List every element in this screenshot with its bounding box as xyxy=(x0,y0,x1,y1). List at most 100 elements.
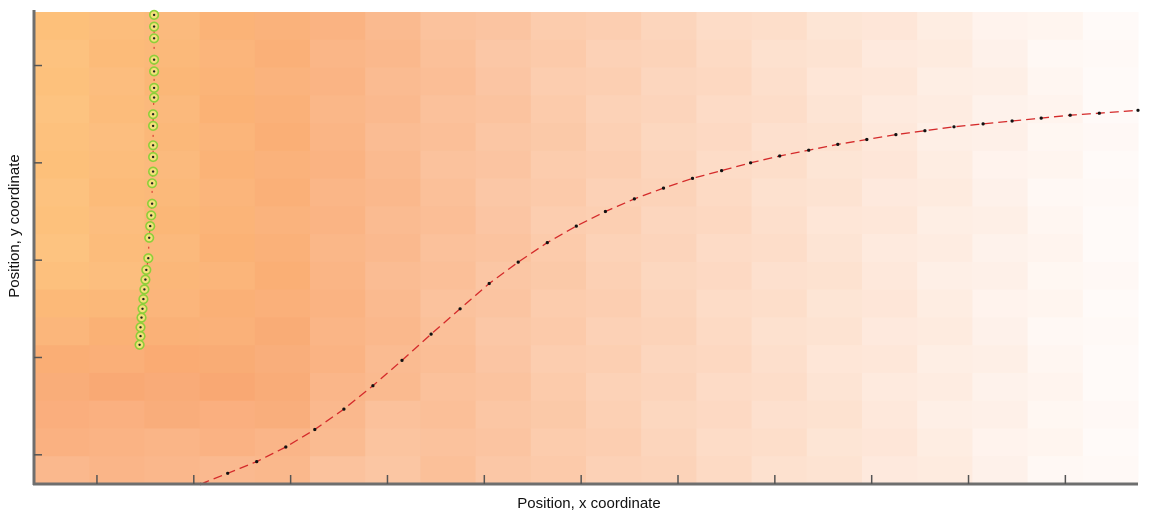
heatmap-cell xyxy=(696,67,753,96)
series-marker-center xyxy=(151,170,155,173)
heatmap-cell xyxy=(1082,123,1139,152)
heatmap-cell xyxy=(475,289,532,318)
heatmap-cell xyxy=(972,178,1029,207)
heatmap-cell xyxy=(199,150,256,180)
heatmap-cell xyxy=(1027,178,1084,207)
series-point xyxy=(545,241,549,245)
heatmap-cell xyxy=(199,234,256,263)
series-point xyxy=(284,445,288,449)
heatmap-cell xyxy=(34,123,90,152)
heatmap-cell xyxy=(751,67,808,96)
heatmap-cell xyxy=(751,428,808,457)
series-marker-center xyxy=(152,96,156,99)
heatmap-cell xyxy=(862,95,918,124)
heatmap-cell xyxy=(254,123,311,152)
heatmap-cell xyxy=(365,206,421,235)
heatmap-cell xyxy=(199,123,256,152)
heatmap-cell xyxy=(199,372,256,402)
heatmap-cell xyxy=(34,345,90,374)
heatmap-cell xyxy=(475,67,532,96)
heatmap-cell xyxy=(310,12,366,41)
heatmap-cell xyxy=(420,317,477,346)
heatmap-cell xyxy=(862,317,918,346)
series-marker-center xyxy=(150,182,154,185)
heatmap-cell xyxy=(89,12,145,41)
heatmap-cell xyxy=(972,345,1029,374)
heatmap-cell xyxy=(972,67,1029,96)
heatmap-cell xyxy=(751,123,808,152)
heatmap-cell xyxy=(254,12,311,41)
heatmap-cell xyxy=(862,289,918,318)
series-point xyxy=(371,384,375,388)
heatmap-cell xyxy=(34,317,90,346)
heatmap-cell xyxy=(972,234,1029,263)
heatmap-cell xyxy=(696,39,753,69)
heatmap-cell xyxy=(917,289,973,318)
heatmap-cell xyxy=(89,428,145,457)
series-point xyxy=(1068,113,1072,117)
heatmap-cell xyxy=(475,234,532,263)
series-point xyxy=(313,427,317,432)
heatmap-cell xyxy=(696,372,753,402)
heatmap-cell xyxy=(365,400,421,430)
heatmap-cell xyxy=(254,345,311,374)
heatmap-cell xyxy=(475,178,532,207)
heatmap-cell xyxy=(144,317,201,346)
heatmap-cell xyxy=(806,289,863,318)
heatmap-cell xyxy=(1082,178,1139,207)
heatmap-cell xyxy=(1082,345,1139,374)
heatmap-cell xyxy=(696,95,753,124)
heatmap-cell xyxy=(475,95,532,124)
heatmap-cell xyxy=(199,456,256,485)
heatmap-cell xyxy=(806,234,863,263)
heatmap-cell xyxy=(34,67,90,96)
axes xyxy=(32,10,1138,486)
heatmap-cell xyxy=(586,345,642,374)
series-point xyxy=(429,332,433,336)
heatmap-cell xyxy=(254,289,311,318)
heatmap-cell xyxy=(751,206,808,235)
series-point xyxy=(255,460,259,464)
series-marker-center xyxy=(151,113,155,116)
heatmap-cell xyxy=(89,345,145,374)
heatmap-cell xyxy=(917,234,973,263)
heatmap-cell xyxy=(806,345,863,374)
heatmap-cell xyxy=(254,372,311,402)
series-point xyxy=(894,133,898,137)
heatmap-cell xyxy=(1082,150,1139,180)
heatmap-cell xyxy=(310,95,366,124)
heatmap-cell xyxy=(89,289,145,318)
heatmap-cell xyxy=(310,39,366,69)
heatmap-cell xyxy=(475,206,532,235)
series-marker-center xyxy=(144,278,147,281)
heatmap-cell xyxy=(586,150,642,180)
heatmap-cell xyxy=(862,206,918,235)
heatmap-cell xyxy=(917,456,973,485)
heatmap-cell xyxy=(917,95,973,124)
heatmap-cell xyxy=(199,428,256,457)
y-axis-label: Position, y coordinate xyxy=(6,154,23,297)
heatmap-cell xyxy=(862,67,918,96)
heatmap-cell xyxy=(696,317,753,346)
series-marker-center xyxy=(141,307,144,310)
heatmap-cell xyxy=(641,206,697,235)
heatmap-cell xyxy=(199,95,256,124)
heatmap-cell xyxy=(862,428,918,457)
heatmap-cell xyxy=(254,150,311,180)
heatmap-cell xyxy=(475,150,532,180)
heatmap-cell xyxy=(751,95,808,124)
heatmap-cell xyxy=(641,123,697,152)
heatmap-cell xyxy=(1027,234,1084,263)
heatmap-cell xyxy=(641,428,697,457)
series-point xyxy=(865,137,869,142)
heatmap-cell xyxy=(89,400,145,430)
heatmap-cell xyxy=(806,206,863,235)
heatmap-cell xyxy=(89,150,145,180)
heatmap-cell xyxy=(199,400,256,430)
heatmap-cell xyxy=(806,178,863,207)
heatmap-cell xyxy=(475,345,532,374)
heatmap-cell xyxy=(972,456,1029,485)
heatmap-cell xyxy=(1027,317,1084,346)
heatmap-cell xyxy=(530,372,587,402)
heatmap-cell xyxy=(751,39,808,69)
